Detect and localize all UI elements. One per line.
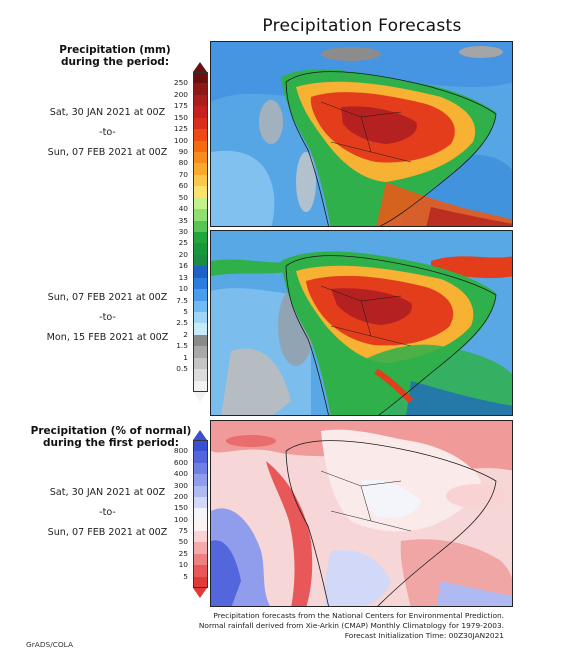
colorbar-tick-label: 60 <box>178 181 188 191</box>
colorbar-tick-label: 2.5 <box>176 318 188 328</box>
colorbar-segment <box>193 106 208 119</box>
colorbar-segment <box>193 312 208 324</box>
colorbar-segment <box>193 232 208 244</box>
colorbar-tick-label: 200 <box>173 491 188 501</box>
colorbar-tick-label: 600 <box>173 457 188 467</box>
colorbar-tick-label: 100 <box>173 135 188 145</box>
colorbar-segment <box>193 485 208 498</box>
colorbar-segment <box>193 174 208 187</box>
colorbar-tick-label: 10 <box>178 284 188 294</box>
colorbar-segment <box>193 474 208 487</box>
precip-map-period-1 <box>210 41 513 227</box>
colorbar-segment <box>193 565 208 578</box>
colorbar-tick-label: 40 <box>178 204 188 214</box>
colorbar-tick-label: 125 <box>173 124 188 134</box>
colorbar-segment <box>193 129 208 142</box>
colorbar-segment <box>193 163 208 176</box>
footer-notes: Precipitation forecasts from the Nationa… <box>198 611 504 640</box>
colorbar-top-arrow <box>193 430 207 440</box>
colorbar-segment <box>193 576 208 589</box>
mm-heading: Precipitation (mm) during the period: <box>59 44 171 68</box>
colorbar-segment <box>193 186 208 199</box>
colorbar-segment <box>193 346 208 359</box>
colorbar-tick-label: 13 <box>178 272 188 282</box>
colorbar-segment <box>193 152 208 164</box>
colorbar-segment <box>193 254 208 267</box>
percent-colorbar: 800 600 400 300 200 150 100 75 50 25 10 5 <box>174 430 208 598</box>
period-1-label: Sat, 30 JAN 2021 at 00Z -to- Sun, 07 FEB… <box>47 107 168 158</box>
colorbar-tick-label: 25 <box>178 238 188 248</box>
colorbar-segment <box>193 197 208 210</box>
mm-colorbar: 250 200 175 150 125 100 90 80 70 60 50 40 35 30 25 20 16… <box>174 62 208 402</box>
colorbar-segment <box>193 323 208 336</box>
colorbar-top-arrow <box>193 62 207 72</box>
colorbar-tick-label: 70 <box>178 169 188 179</box>
colorbar-tick-label: 400 <box>173 469 188 479</box>
colorbar-tick-label: 50 <box>178 192 188 202</box>
colorbar-tick-label: 1.5 <box>176 341 188 351</box>
colorbar-segment <box>193 519 208 532</box>
colorbar-outline <box>193 72 208 392</box>
colorbar-bottom-arrow <box>193 588 207 598</box>
colorbar-segment <box>193 369 208 382</box>
colorbar-segment <box>193 83 208 96</box>
colorbar-tick-label: 2 <box>183 329 188 339</box>
page-title: Precipitation Forecasts <box>262 16 462 36</box>
colorbar-tick-label: 100 <box>173 514 188 524</box>
colorbar-tick-label: 200 <box>173 89 188 99</box>
colorbar-segment <box>193 209 208 222</box>
colorbar-tick-label: 800 <box>173 446 188 456</box>
colorbar-segment <box>193 357 208 370</box>
colorbar-segment <box>193 266 208 279</box>
colorbar-tick-label: 300 <box>173 480 188 490</box>
colorbar-tick-label: 35 <box>178 215 188 225</box>
colorbar-tick-label: 250 <box>173 78 188 88</box>
colorbar-segment <box>193 508 208 521</box>
colorbar-tick-label: 5 <box>183 571 188 581</box>
colorbar-outline <box>193 440 208 588</box>
pct-heading: Precipitation (% of normal) during the f… <box>30 425 192 449</box>
precip-percent-normal-map <box>210 420 513 607</box>
colorbar-tick-label: 10 <box>178 560 188 570</box>
colorbar-bottom-arrow <box>193 392 207 402</box>
colorbar-tick-label: 7.5 <box>176 295 188 305</box>
colorbar-tick-label: 30 <box>178 227 188 236</box>
colorbar-tick-label: 1 <box>183 352 188 362</box>
colorbar-segment <box>193 72 208 84</box>
colorbar-tick-label: 175 <box>173 101 188 111</box>
colorbar-segment <box>193 334 208 347</box>
colorbar-segment <box>193 531 208 543</box>
colorbar-tick-label: 5 <box>183 307 188 316</box>
colorbar-tick-label: 25 <box>178 548 188 558</box>
colorbar-segment <box>193 243 208 256</box>
colorbar-segment <box>193 553 208 566</box>
colorbar-segment <box>193 220 208 233</box>
period-3-label: Sat, 30 JAN 2021 at 00Z -to- Sun, 07 FEB… <box>47 487 168 538</box>
colorbar-segment <box>193 462 208 475</box>
colorbar-segment <box>193 289 208 302</box>
colorbar-tick-label: 75 <box>178 526 188 536</box>
colorbar-tick-label: 90 <box>178 147 188 156</box>
colorbar-tick-label: 80 <box>178 158 188 168</box>
colorbar-tick-label: 150 <box>173 112 188 122</box>
colorbar-segment <box>193 451 208 464</box>
colorbar-tick-label: 20 <box>178 249 188 259</box>
colorbar-segment <box>193 300 208 313</box>
colorbar-segment <box>193 94 208 107</box>
colorbar-segment <box>193 117 208 130</box>
precip-map-period-2 <box>210 230 513 416</box>
grads-credit: GrADS/COLA <box>26 640 74 649</box>
colorbar-segment <box>193 380 208 393</box>
colorbar-tick-label: 50 <box>178 537 188 547</box>
colorbar-tick-label: 150 <box>173 503 188 513</box>
colorbar-segment <box>193 440 208 452</box>
colorbar-segment <box>193 496 208 509</box>
colorbar-segment <box>193 542 208 555</box>
period-2-label: Sun, 07 FEB 2021 at 00Z -to- Mon, 15 FEB… <box>46 292 169 343</box>
colorbar-tick-label: 0.5 <box>176 364 188 374</box>
colorbar-tick-label: 16 <box>178 261 188 271</box>
colorbar-segment <box>193 140 208 153</box>
colorbar-segment <box>193 277 208 290</box>
